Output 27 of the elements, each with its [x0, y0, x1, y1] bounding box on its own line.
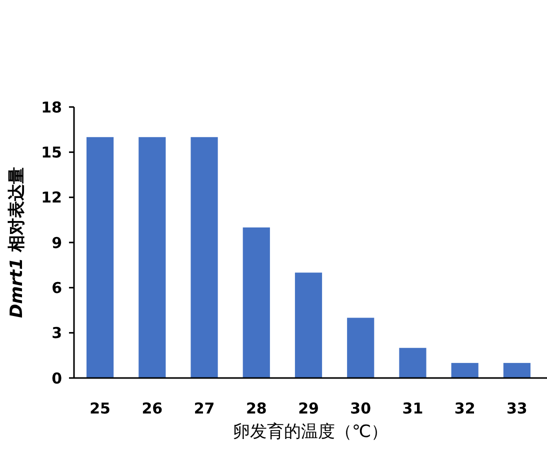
x-tick-label: 26 — [142, 399, 163, 418]
bar — [399, 348, 426, 378]
bar — [294, 272, 322, 378]
y-tick-label: 3 — [52, 324, 62, 342]
bar — [451, 362, 478, 378]
x-tick-label: 32 — [454, 399, 476, 418]
bar — [86, 137, 114, 378]
bar — [190, 137, 218, 378]
x-tick-label: 30 — [350, 399, 372, 418]
x-axis-title: 卵发育的温度（℃） — [232, 422, 388, 442]
bar — [138, 137, 166, 378]
x-tick-label: 27 — [194, 399, 215, 418]
y-axis-title: Dmrt1 相对表达量 — [7, 166, 27, 318]
x-tick-label: 29 — [298, 399, 319, 418]
y-tick-label: 0 — [52, 369, 62, 388]
x-tick-label: 33 — [506, 399, 528, 418]
y-tick-label: 12 — [41, 188, 62, 207]
x-tick-label: 28 — [246, 399, 267, 418]
y-tick-label: 15 — [41, 143, 62, 162]
x-tick-label: 31 — [402, 399, 424, 418]
bar — [242, 227, 270, 378]
x-tick-label: 25 — [90, 399, 110, 418]
bar — [347, 318, 374, 378]
bar — [503, 362, 530, 378]
y-tick-label: 6 — [52, 278, 62, 297]
y-tick-label: 9 — [52, 234, 62, 252]
y-tick-label: 18 — [41, 98, 62, 116]
